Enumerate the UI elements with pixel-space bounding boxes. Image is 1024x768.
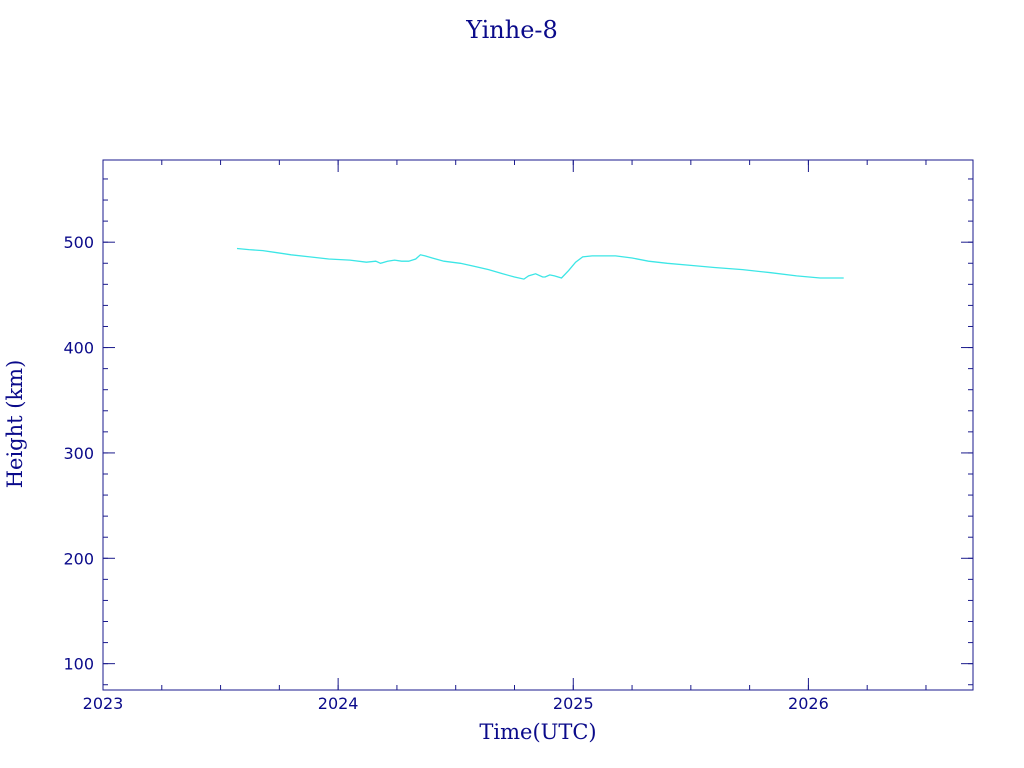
y-tick-label: 100 — [63, 655, 94, 674]
y-tick-label: 200 — [63, 549, 94, 568]
y-axis-label: Height (km) — [3, 360, 27, 489]
axis-ticks — [102, 160, 973, 690]
plot-frame — [102, 159, 974, 691]
y-tick-label: 400 — [63, 339, 94, 358]
height-series-line — [236, 247, 844, 280]
x-axis-label: Time(UTC) — [479, 720, 596, 744]
tick-labels: 100 200 300 400 500 2023 2024 2025 2026 — [63, 233, 828, 713]
x-tick-label: 2024 — [318, 694, 359, 713]
x-tick-label: 2023 — [83, 694, 124, 713]
x-tick-label: 2025 — [553, 694, 594, 713]
chart-title: Yinhe-8 — [465, 16, 558, 44]
x-tick-label: 2026 — [788, 694, 829, 713]
y-tick-label: 500 — [63, 233, 94, 252]
y-tick-label: 300 — [63, 444, 94, 463]
